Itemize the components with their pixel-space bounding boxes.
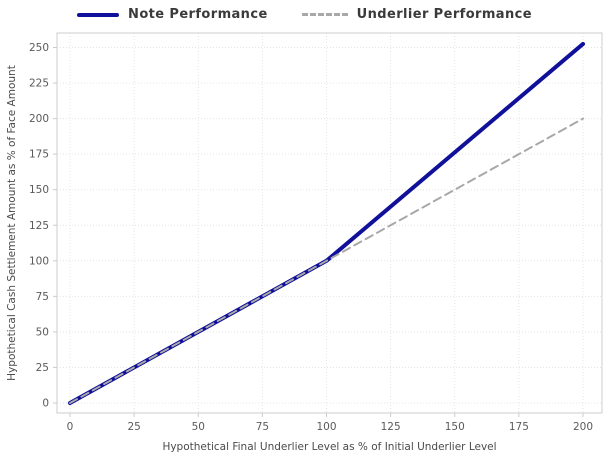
y-axis-label: Hypothetical Cash Settlement Amount as %…: [6, 65, 18, 381]
y-tick-label: 175: [29, 149, 49, 161]
x-tick-label: 25: [127, 421, 140, 433]
y-tick-label: 0: [42, 398, 49, 410]
y-tick-label: 75: [36, 291, 49, 303]
x-tick-label: 50: [192, 421, 205, 433]
legend-item-note: Note Performance: [77, 7, 268, 22]
legend-label-note: Note Performance: [128, 7, 268, 22]
y-tick-label: 225: [29, 78, 49, 90]
x-tick-label: 175: [509, 421, 529, 433]
legend-item-underlier: Underlier Performance: [301, 7, 532, 22]
x-tick-label: 125: [381, 421, 401, 433]
plot-border: [56, 32, 603, 414]
x-tick-label: 150: [445, 421, 465, 433]
series-line-underlier-performance: [69, 117, 584, 404]
y-tick-label: 100: [29, 255, 49, 267]
note-line-swatch: [77, 12, 120, 17]
y-tick-label: 125: [29, 220, 49, 232]
y-tick-label: 150: [29, 184, 49, 196]
legend-label-underlier: Underlier Performance: [356, 7, 532, 22]
x-tick-label: 0: [67, 421, 74, 433]
legend: Note Performance Underlier Performance: [0, 7, 609, 22]
y-tick-label: 25: [36, 362, 49, 374]
series-line-note-performance: [68, 41, 585, 405]
y-tick-label: 200: [29, 113, 49, 125]
x-tick-label: 75: [256, 421, 269, 433]
x-tick-label: 100: [316, 421, 336, 433]
y-tick-label: 250: [29, 42, 49, 54]
x-tick-label: 200: [573, 421, 593, 433]
y-tick-label: 50: [36, 326, 49, 338]
underlier-line-swatch: [301, 13, 348, 16]
x-axis-label: Hypothetical Final Underlier Level as % …: [162, 441, 496, 453]
